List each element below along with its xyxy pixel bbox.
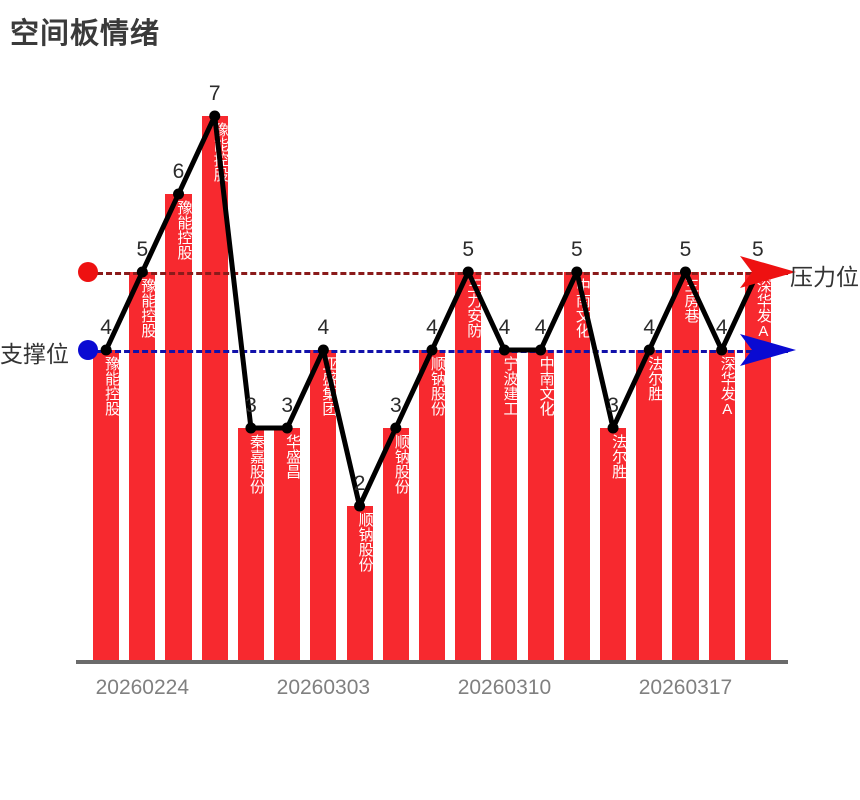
bar: 法尔胜 — [600, 428, 628, 660]
data-point-value: 7 — [208, 82, 221, 105]
bar-series-label: 法尔胜 — [610, 434, 628, 479]
resistance-reference-line — [88, 272, 788, 275]
bar: 顺钠股份 — [346, 506, 374, 660]
support-reference-line — [88, 350, 788, 353]
bar: 豫能控股 — [93, 350, 121, 660]
page-title: 空间板情绪 — [10, 18, 161, 50]
bar-series-label: 王力安防 — [465, 278, 483, 338]
bar-series-label: 豫能控股 — [139, 278, 157, 338]
data-point-value: 4 — [100, 316, 112, 339]
bar-series-label: 亚盛集团 — [320, 356, 338, 416]
bar-series-label: 顺钠股份 — [392, 434, 410, 494]
bar-series-label: 顺钠股份 — [429, 356, 447, 416]
data-point-value: 4 — [534, 316, 547, 339]
bar-series-label: 深华发A — [754, 278, 772, 340]
bar: 豫能控股 — [165, 194, 193, 660]
bar: 顺钠股份 — [382, 428, 410, 660]
bar: 豫能控股 — [129, 272, 157, 660]
bar: 中南文化 — [527, 350, 555, 660]
data-point-value: 3 — [281, 394, 293, 417]
bar-series-label: 三房巷 — [682, 278, 700, 323]
data-point-value: 5 — [570, 238, 583, 261]
data-point-value: 6 — [172, 160, 185, 183]
resistance-marker-dot — [78, 262, 98, 282]
data-point-value: 4 — [498, 316, 511, 339]
data-point-value: 5 — [462, 238, 475, 261]
bar: 宁波建工 — [491, 350, 519, 660]
data-point-value: 5 — [679, 238, 692, 261]
bar-series-label: 华盛昌 — [284, 434, 302, 479]
data-point-value: 5 — [136, 238, 149, 261]
bar: 豫能控股 — [201, 116, 229, 660]
bar: 深华发A — [744, 272, 772, 660]
data-point-value: 4 — [426, 316, 438, 339]
bar: 华盛昌 — [274, 428, 302, 660]
bar-series-label: 豫能控股 — [103, 356, 121, 416]
support-level-label: 支撑位 — [0, 341, 69, 367]
bar-series-label: 中南文化 — [573, 278, 591, 338]
data-point-value: 3 — [607, 394, 619, 417]
x-tick-label: 20260224 — [95, 676, 190, 699]
bar: 深华发A — [708, 350, 736, 660]
bar-series-label: 法尔胜 — [646, 356, 664, 401]
data-point-value: 4 — [317, 316, 330, 339]
data-point-value: 4 — [715, 316, 728, 339]
bar-series-label: 宁波建工 — [501, 356, 519, 416]
bar: 中南文化 — [563, 272, 591, 660]
bar: 顺钠股份 — [418, 350, 447, 660]
bar-series-label: 深华发A — [718, 356, 736, 418]
data-point-value: 4 — [643, 316, 656, 339]
data-point-value: 3 — [245, 394, 257, 417]
bar-series-label: 秦嘉股份 — [247, 434, 265, 494]
data-point-value: 3 — [389, 394, 402, 417]
support-marker-dot — [78, 340, 98, 360]
data-point-value: 2 — [353, 472, 366, 495]
bar-series-label: 中南文化 — [537, 356, 555, 416]
x-tick-label: 20260317 — [638, 676, 733, 699]
x-tick-label: 20260303 — [276, 676, 371, 699]
data-point-value: 5 — [752, 238, 764, 261]
x-axis-line — [76, 660, 788, 664]
resistance-level-label: 压力位 — [790, 264, 859, 290]
bar: 王力安防 — [455, 272, 483, 660]
bar-series-label: 豫能控股 — [211, 122, 229, 182]
bar: 亚盛集团 — [310, 350, 338, 660]
bar-series-label: 豫能控股 — [175, 200, 193, 260]
bar: 秦嘉股份 — [237, 428, 265, 660]
x-tick-label: 20260310 — [457, 676, 552, 699]
bar: 三房巷 — [672, 272, 700, 660]
bar: 法尔胜 — [636, 350, 664, 660]
bar-series-label: 顺钠股份 — [356, 512, 374, 572]
